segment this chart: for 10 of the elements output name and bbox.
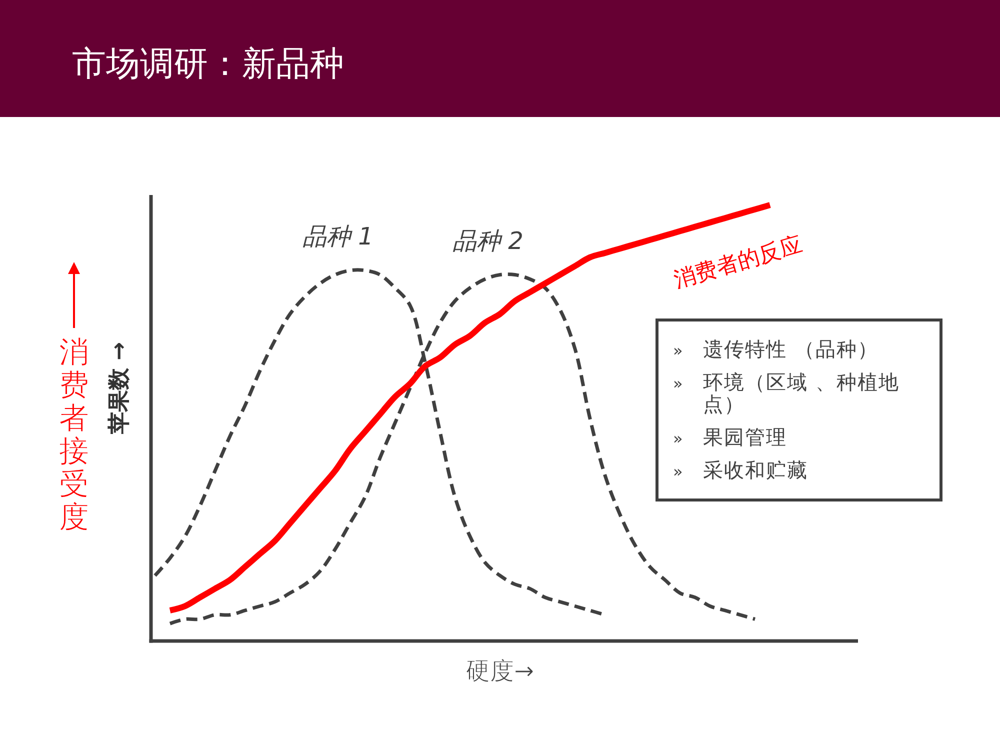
chart-title: 市场调研：新品种 [72,46,344,83]
text: » 遗传特性 （品种） [673,337,878,361]
text: » 采收和贮藏 [673,458,808,482]
y-axis-title: 苹果数 → [107,342,132,436]
series-label: 品种 2 [452,226,524,255]
series-label: 品种 1 [302,222,374,250]
text: » 果园管理 [673,425,787,449]
text: » 环境（区域 、种植地点） [673,370,900,416]
text: 消费者的反应 [671,232,806,294]
x-axis-title: 硬度→ [466,657,534,685]
